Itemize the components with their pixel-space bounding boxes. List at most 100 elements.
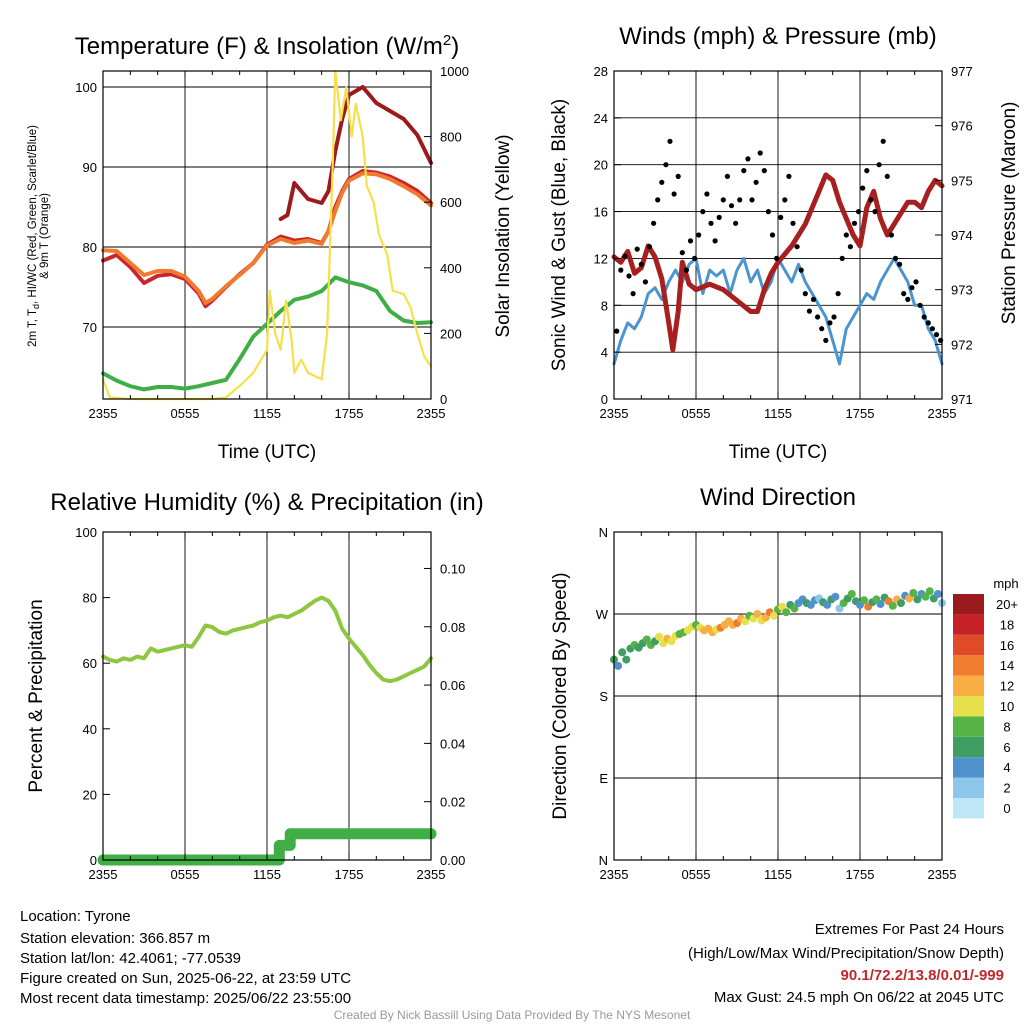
dir-ylabel-left: Direction (Colored By Speed) — [550, 572, 571, 819]
wind-point — [671, 191, 677, 197]
temp-ytick-right-label: 400 — [440, 261, 462, 276]
dir-panel: Wind Direction 2355 0555 1155 1755 2355NESWN… — [550, 484, 1019, 882]
wind-point — [667, 138, 673, 144]
dir-point — [909, 589, 918, 597]
wind-xtick-label: 2355 — [600, 406, 629, 421]
dir-point — [933, 590, 942, 598]
wind-ytick-right-label: 975 — [951, 173, 973, 188]
wind-point — [642, 279, 649, 285]
extremes-block: Extremes For Past 24 Hours (High/Low/Max… — [688, 921, 1004, 1006]
dir-point — [847, 590, 856, 598]
extremes-subtitle: (High/Low/Max Wind/Precipitation/Snow De… — [688, 945, 1004, 962]
wind-point — [704, 191, 710, 197]
dir-point — [905, 594, 914, 603]
temp-ylabel-right: Solar Insolation (Yellow) — [493, 134, 514, 337]
extremes-gust: Max Gust: 24.5 mph On 06/22 at 2045 UTC — [714, 989, 1004, 1006]
temp-ytick-right-label: 0 — [440, 392, 447, 407]
dir-point — [876, 600, 885, 608]
info-elevation: Station elevation: 366.857 m — [20, 930, 210, 947]
colorbar-swatch — [953, 736, 984, 758]
colorbar-swatch — [953, 716, 984, 737]
wind-ytick-label: 24 — [594, 111, 608, 126]
temp-xtick-label: 0555 — [171, 406, 200, 421]
rh-ytick-label: 0 — [90, 853, 97, 868]
colorbar-label: 2 — [1003, 781, 1010, 796]
dir-xtick-label: 0555 — [682, 867, 711, 882]
wind-point — [806, 308, 813, 314]
colorbar-label: 6 — [1003, 740, 1010, 755]
dir-ytick-label: W — [596, 607, 609, 622]
wind-point — [733, 220, 739, 226]
wind-point — [856, 209, 862, 215]
colorbar-label: 4 — [1003, 760, 1010, 775]
wind-xtick-label: 0555 — [682, 406, 711, 421]
wind-point — [790, 220, 796, 226]
wind-point — [843, 232, 849, 238]
credit-line: Created By Nick Bassill Using Data Provi… — [334, 1008, 691, 1022]
extremes-title: Extremes For Past 24 Hours — [815, 921, 1004, 938]
wind-point — [823, 337, 829, 343]
wind-point — [778, 214, 784, 220]
wind-point — [835, 291, 841, 297]
wind-point — [737, 197, 743, 203]
colorbar-label: 14 — [1000, 658, 1014, 673]
wind-title: Winds (mph) & Pressure (mb) — [619, 23, 936, 50]
wind-point — [892, 255, 899, 261]
wind-ytick-label: 8 — [601, 298, 608, 313]
rh-xtick-label: 1155 — [253, 867, 281, 882]
info-location: Location: Tyrone — [20, 908, 131, 925]
rh-ytick-right-label: 0.08 — [440, 620, 465, 635]
wind-series — [611, 138, 945, 366]
temp-ytick-label: 90 — [83, 160, 97, 175]
dir-point — [778, 602, 787, 611]
wind-point — [847, 244, 854, 250]
temp-series-solar — [101, 69, 433, 401]
wind-ytick-label: 20 — [594, 158, 608, 173]
rh-ytick-right-label: 0.02 — [440, 795, 465, 810]
wind-point — [774, 255, 780, 261]
dir-ytick-label: N — [599, 525, 608, 540]
wind-xlabel: Time (UTC) — [729, 442, 828, 463]
info-latlon: Station lat/lon: 42.4061; -77.0539 — [20, 950, 241, 967]
rh-ylabel-left: Percent & Precipitation — [26, 599, 47, 792]
rh-ytick-right-label: 0.10 — [440, 561, 465, 576]
temp-xtick-label: 1155 — [253, 406, 281, 421]
wind-point — [716, 214, 722, 220]
wind-point — [765, 209, 772, 215]
wind-point — [634, 246, 640, 252]
rh-xtick-label: 2355 — [89, 867, 118, 882]
colorbar-swatch — [953, 594, 984, 615]
wind-point — [884, 173, 890, 179]
wind-point — [864, 168, 870, 174]
dir-point — [769, 611, 778, 620]
wind-ytick-right-label: 972 — [951, 337, 973, 352]
dir-point — [753, 610, 762, 618]
wind-ytick-right-label: 977 — [951, 64, 973, 79]
rh-ytick-label: 80 — [83, 591, 97, 606]
wind-ytick-right-label: 973 — [951, 283, 973, 298]
colorbar-label: 8 — [1003, 719, 1010, 734]
wind-point — [810, 296, 817, 302]
wind-ytick-label: 4 — [601, 345, 608, 360]
wind-point — [761, 168, 767, 174]
wind-series-pressure — [611, 172, 945, 353]
speed-colorbar: mph 0 2 4 6 8 10 12 14 16 18 20+ — [953, 576, 1019, 819]
wind-ytick-right-label: 976 — [951, 119, 973, 134]
wind-point — [614, 328, 620, 334]
wind-point — [724, 173, 731, 179]
rh-ytick-right-label: 0.04 — [440, 736, 465, 751]
info-created: Figure created on Sun, 2025-06-22, at 23… — [20, 970, 351, 987]
wind-point — [909, 285, 915, 291]
colorbar-label: 18 — [1000, 617, 1014, 632]
wind-ylabel-left: Sonic Wind & Gust (Blue, Black) — [549, 99, 570, 371]
dir-title: Wind Direction — [700, 484, 856, 511]
temp-ytick-right-label: 800 — [440, 130, 462, 145]
wind-point — [687, 238, 694, 244]
dir-ytick-label: N — [599, 853, 608, 868]
temp-panel: Temperature (F) & Insolation (W/m2) 2355… — [27, 32, 514, 463]
wind-ytick-label: 16 — [594, 205, 608, 220]
wind-point — [720, 197, 726, 203]
colorbar-swatch — [953, 757, 984, 778]
dir-grid — [614, 532, 942, 860]
